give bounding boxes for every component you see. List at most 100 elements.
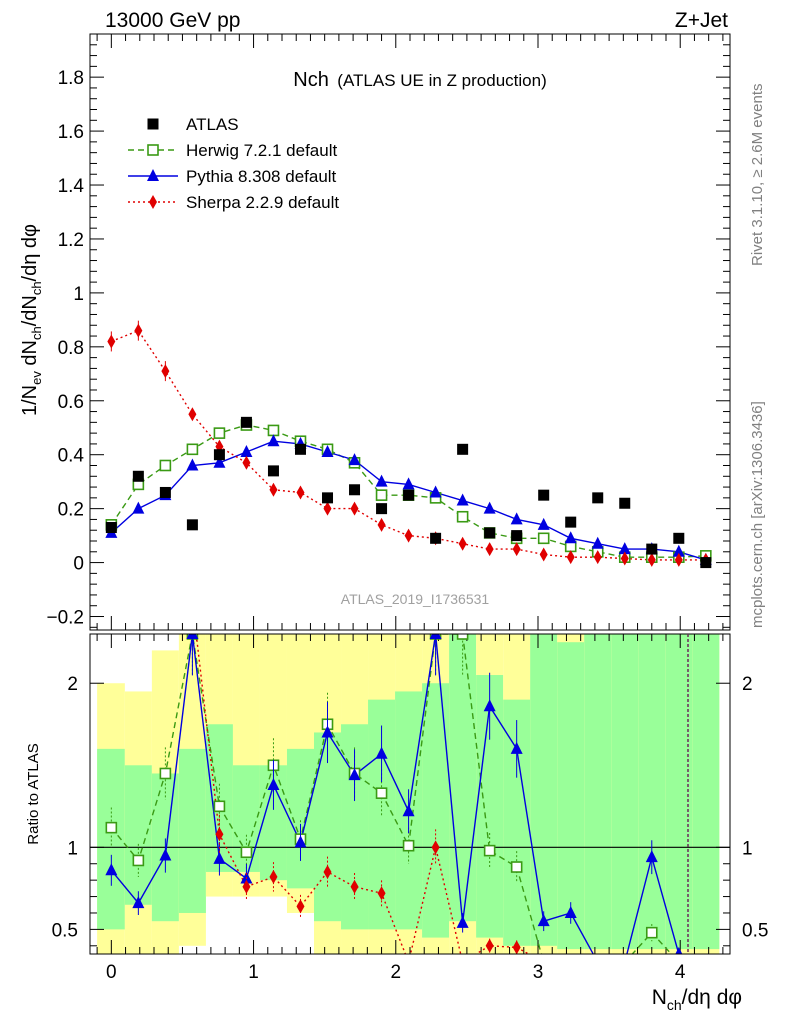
main-ytick-label: 1.2 (58, 230, 84, 251)
ratio-series-layer (105, 634, 683, 954)
pythia-ratio-point (294, 835, 307, 848)
x-tick-label: 3 (533, 962, 544, 983)
legend-label-pythia: Pythia 8.308 default (186, 167, 337, 186)
legend-marker-herwig (147, 144, 159, 156)
process-label: Z+Jet (675, 9, 728, 32)
atlas-main-point (322, 492, 334, 504)
sherpa-main-line (111, 329, 706, 561)
atlas-main-point (700, 557, 712, 569)
main-ytick-label: 1.8 (58, 68, 84, 89)
sherpa-ratio-point (296, 899, 305, 914)
pythia-main-point (510, 512, 523, 525)
x-tick-label: 2 (390, 962, 401, 983)
herwig-ratio-line (110, 634, 673, 954)
atlas-main-point (159, 486, 171, 498)
atlas-main-point (132, 470, 144, 482)
ratio-ytick-label-left: 0.5 (52, 920, 78, 941)
pythia-main-point (375, 474, 388, 487)
pythia-ratio-point (159, 848, 172, 861)
ratio-ytick-label-left: 1 (67, 838, 78, 859)
herwig-ratio-point (510, 861, 523, 873)
mcplots-label: mcplots.cern.ch [arXiv:1306.3436] (749, 401, 766, 628)
legend-entry-atlas: ATLAS (147, 115, 239, 134)
legend-marker-sherpa (149, 195, 157, 209)
ratio-ytick-label-right: 2 (742, 674, 753, 695)
sherpa-ratio-point (350, 879, 359, 894)
atlas-main-point (349, 484, 361, 496)
x-tick-label: 4 (675, 962, 686, 983)
sherpa-main-point (593, 550, 602, 565)
pythia-main-point (564, 531, 577, 544)
herwig-ratio-point (240, 846, 253, 859)
herwig-main-line (110, 424, 706, 558)
pythia-main-point (348, 453, 361, 466)
pythia-main-point (321, 445, 334, 458)
energy-label: 13000 GeV pp (105, 9, 240, 32)
pythia-main-point (429, 485, 442, 498)
atlas-main-point (511, 530, 523, 542)
atlas-main-point (565, 516, 577, 528)
sherpa-main-point (512, 542, 521, 557)
pythia-ratio-point (348, 768, 361, 781)
pythia-main-point (483, 501, 496, 514)
legend-marker-atlas (147, 118, 159, 130)
pythia-ratio-point (186, 634, 199, 639)
herwig-ratio-point (213, 800, 226, 813)
herwig-main-point (186, 443, 199, 456)
sherpa-ratio-point (431, 840, 440, 855)
legend-entry-herwig: Herwig 7.2.1 default (128, 141, 337, 160)
ratio-ytick-label-right: 1 (742, 838, 753, 859)
herwig-main-point (159, 459, 172, 472)
pythia-ratio-point (321, 725, 334, 738)
pythia-ratio-point (645, 850, 658, 863)
sherpa-main-point (161, 364, 170, 379)
sherpa-main-point (485, 542, 494, 557)
sherpa-main-point (458, 536, 467, 551)
ratio-band-inner (692, 634, 720, 950)
atlas-main-point (240, 416, 252, 428)
main-ytick-label: 0 (73, 554, 84, 575)
x-axis-label: Nch/dη dφ (652, 986, 742, 1013)
sherpa-main-point (566, 550, 575, 565)
pythia-ratio-point (267, 777, 280, 790)
atlas-main-point (294, 443, 306, 455)
pythia-main-point (186, 458, 199, 471)
legend: ATLAS Herwig 7.2.1 default Pythia 8.308 de… (128, 115, 339, 212)
atlas-main-point (213, 449, 225, 461)
sherpa-main-point (350, 501, 359, 516)
main-y-axis-label: 1/Nev dNch/dNch/dη dφ (19, 224, 44, 416)
pythia-ratio-point (402, 804, 415, 817)
pythia-main-point (213, 455, 226, 468)
sherpa-ratio-point (377, 886, 386, 901)
atlas-main-point (673, 532, 685, 544)
sherpa-main-point (134, 323, 143, 338)
sherpa-main-point (377, 517, 386, 532)
pythia-ratio-point (675, 947, 683, 954)
sherpa-ratio-point (215, 827, 224, 842)
sherpa-ratio-point (269, 869, 278, 884)
main-series-layer (105, 320, 712, 569)
herwig-main-point (213, 427, 226, 439)
sherpa-ratio-point (485, 938, 494, 953)
herwig-main-point (537, 532, 550, 545)
ratio-band-inner (422, 683, 450, 938)
legend-entry-sherpa: Sherpa 2.2.9 default (128, 193, 339, 212)
main-ytick-label: 1.6 (58, 122, 84, 143)
sherpa-main-point (242, 455, 251, 470)
herwig-ratio-point (402, 839, 415, 852)
ratio-band-inner (449, 634, 477, 922)
herwig-ratio-point (375, 787, 388, 799)
pythia-ratio-point (564, 905, 577, 918)
sherpa-ratio-point (242, 879, 251, 894)
rivet-label: Rivet 3.1.10, ≥ 2.6M events (749, 84, 766, 267)
analysis-id-label: ATLAS_2019_I1736531 (341, 591, 490, 607)
main-ytick-label: 0.6 (58, 392, 84, 413)
svg-text:Nch (ATLAS UE in Z produ: Nch (ATLAS UE in Z production) (293, 69, 546, 91)
atlas-main-point (484, 527, 496, 539)
pythia-main-point (591, 536, 604, 549)
sherpa-main-point (539, 547, 548, 562)
legend-label-atlas: ATLAS (186, 115, 239, 134)
pythia-ratio-point (105, 863, 118, 876)
main-ytick-label: 0.8 (58, 338, 84, 359)
